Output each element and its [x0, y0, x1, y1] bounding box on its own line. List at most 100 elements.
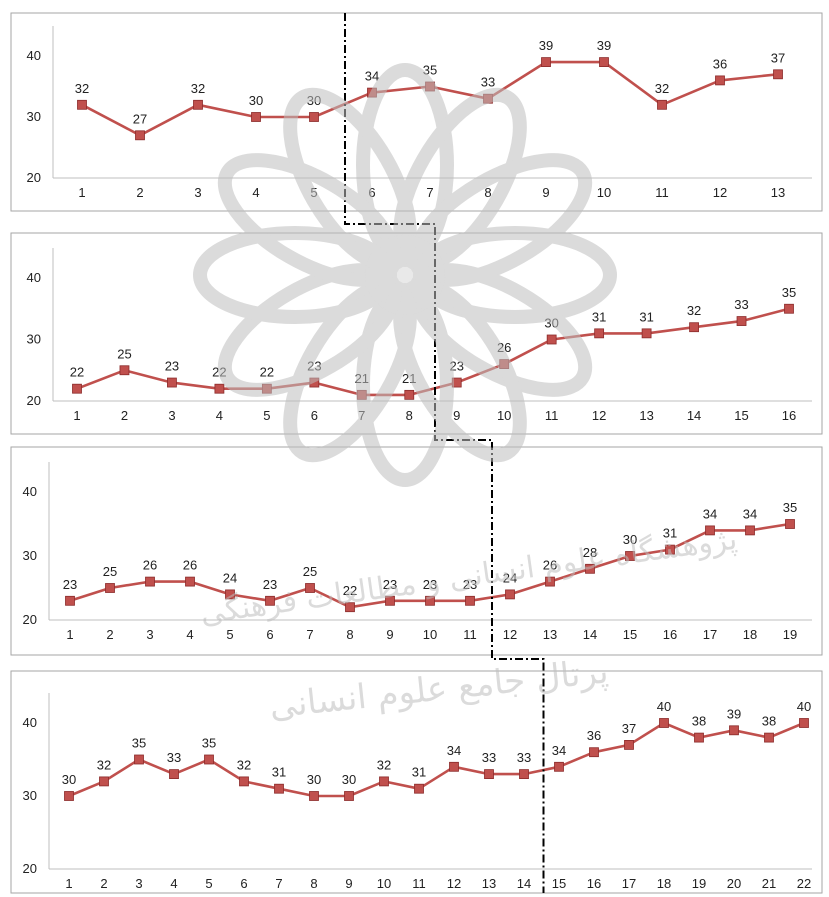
data-point: [345, 602, 355, 613]
data-point: [505, 589, 515, 600]
x-tick-label: 4: [216, 408, 223, 423]
data-label: 31: [592, 309, 606, 324]
data-point: [449, 761, 459, 772]
x-tick-label: 15: [734, 408, 748, 423]
data-point: [145, 576, 155, 587]
data-label: 31: [663, 526, 677, 541]
x-tick-label: 20: [727, 876, 741, 891]
data-point: [625, 551, 635, 561]
data-point: [77, 99, 87, 110]
x-tick-label: 19: [692, 876, 706, 891]
data-label: 39: [727, 706, 741, 721]
x-tick-label: 9: [386, 627, 393, 642]
data-point: [641, 328, 652, 339]
chart-frame: [10, 670, 823, 894]
data-label: 22: [260, 365, 274, 380]
data-label: 34: [552, 743, 566, 758]
y-tick-label: 30: [27, 332, 41, 347]
data-point: [225, 589, 235, 600]
data-label: 35: [782, 285, 796, 300]
data-point: [425, 595, 435, 606]
x-tick-label: 3: [135, 876, 142, 891]
data-label: 32: [377, 757, 391, 772]
y-tick-label: 30: [23, 548, 37, 563]
x-tick-label: 8: [310, 876, 317, 891]
x-tick-label: 11: [412, 876, 426, 891]
data-point: [545, 576, 555, 587]
data-label: 33: [481, 75, 495, 90]
data-point: [784, 303, 794, 314]
y-tick-label: 40: [23, 715, 37, 730]
data-point: [665, 544, 675, 555]
data-label: 23: [63, 577, 77, 592]
data-point: [385, 595, 395, 606]
x-tick-label: 5: [263, 408, 270, 423]
y-tick-label: 30: [27, 109, 41, 124]
rosette-petal: [283, 87, 417, 272]
data-point: [736, 316, 747, 326]
data-point: [99, 776, 109, 787]
data-point: [799, 718, 809, 728]
data-point: [105, 583, 115, 593]
data-point: [265, 595, 275, 606]
x-tick-label: 6: [240, 876, 247, 891]
data-label: 30: [623, 532, 637, 547]
rosette-core: [365, 235, 445, 315]
data-point: [624, 740, 634, 750]
x-tick-label: 11: [545, 408, 559, 423]
data-label: 30: [307, 772, 321, 787]
data-point: [554, 761, 564, 772]
data-point: [694, 732, 704, 743]
data-label: 40: [797, 699, 811, 714]
data-point: [204, 754, 214, 765]
data-label: 34: [743, 506, 757, 521]
x-tick-label: 8: [484, 185, 491, 200]
x-tick-label: 1: [65, 876, 72, 891]
data-label: 40: [657, 699, 671, 714]
x-tick-label: 12: [503, 627, 517, 642]
data-label: 38: [762, 714, 776, 729]
x-tick-label: 12: [713, 185, 727, 200]
data-point: [657, 99, 667, 110]
series-line: [68, 721, 805, 798]
x-tick-label: 17: [703, 627, 717, 642]
x-tick-label: 15: [623, 627, 637, 642]
x-tick-label: 7: [275, 876, 282, 891]
data-point: [305, 583, 315, 593]
x-tick-label: 1: [66, 627, 73, 642]
data-point: [309, 791, 319, 801]
data-label: 25: [103, 564, 117, 579]
x-tick-label: 2: [121, 408, 128, 423]
data-point: [541, 57, 551, 67]
data-label: 24: [503, 570, 517, 585]
data-point: [214, 383, 225, 394]
x-tick-label: 1: [73, 408, 80, 423]
data-point: [465, 595, 475, 606]
x-tick-label: 2: [136, 185, 143, 200]
x-tick-label: 5: [205, 876, 212, 891]
data-point: [589, 747, 599, 758]
data-point: [519, 769, 529, 779]
data-label: 35: [783, 500, 797, 515]
x-tick-label: 3: [168, 408, 175, 423]
x-tick-label: 13: [482, 876, 496, 891]
data-label: 34: [365, 69, 379, 84]
data-label: 22: [70, 365, 84, 380]
x-tick-label: 4: [170, 876, 177, 891]
x-tick-label: 7: [426, 185, 433, 200]
data-label: 26: [183, 558, 197, 573]
data-point: [274, 783, 284, 794]
x-tick-label: 16: [782, 408, 796, 423]
data-point: [546, 334, 557, 345]
x-tick-label: 14: [583, 627, 597, 642]
data-label: 22: [343, 583, 357, 598]
x-tick-label: 10: [377, 876, 391, 891]
data-label: 23: [165, 359, 179, 374]
data-point: [659, 718, 669, 728]
x-tick-label: 10: [497, 408, 511, 423]
data-point: [251, 112, 261, 122]
data-label: 36: [713, 56, 727, 71]
data-label: 23: [383, 577, 397, 592]
series-line: [76, 307, 790, 397]
